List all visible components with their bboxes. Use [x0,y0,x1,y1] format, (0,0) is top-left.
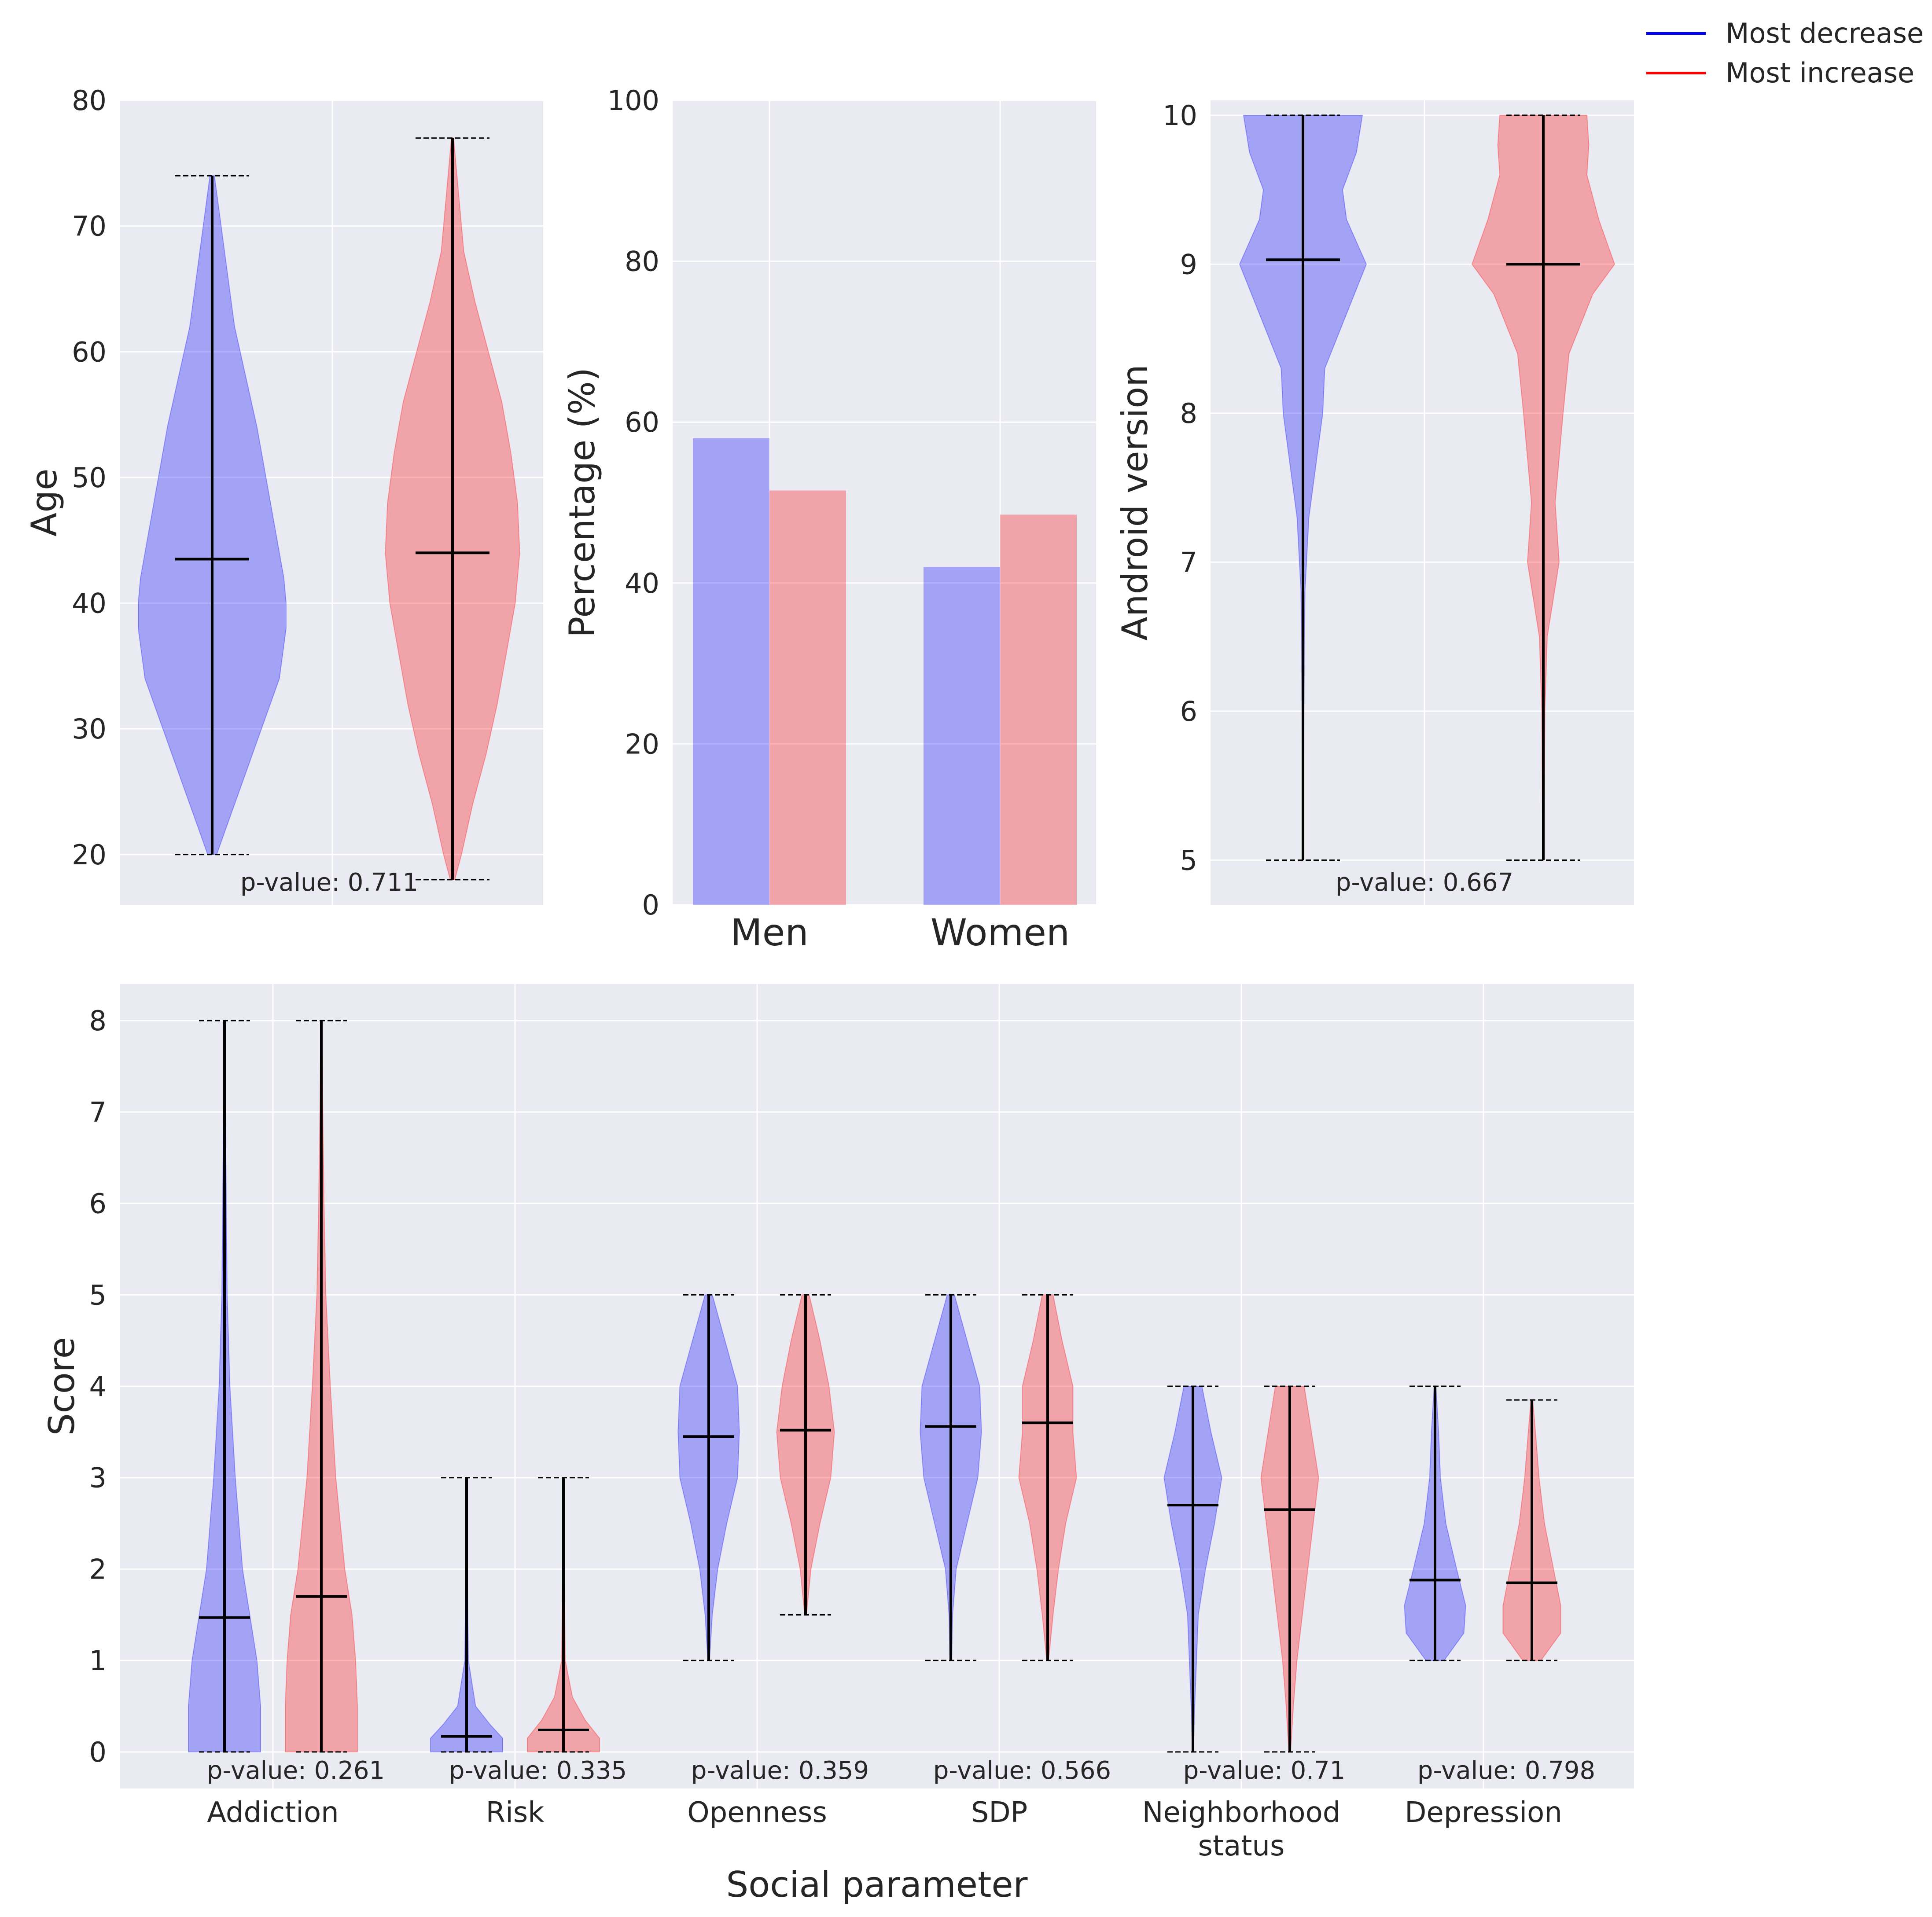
x-category-label: SDP [971,1796,1028,1829]
y-tick-label: 2 [89,1553,107,1585]
y-tick-label: 100 [607,84,659,117]
legend-label-increase: Most increase [1726,57,1914,89]
android-violin-panel: 5 6 7 8 9 10 Android version p-value: 0.667 [1115,99,1634,905]
age-plot-area [120,100,543,905]
age-y-ticks: 20 30 40 50 60 70 80 [72,84,107,871]
gender-gridlines [673,99,1096,906]
y-tick-label: 50 [72,462,107,494]
y-tick-label: 6 [89,1188,107,1220]
p-value-label: p-value: 0.335 [449,1756,627,1785]
y-tick-label: 6 [1180,695,1197,727]
age-p-value: p-value: 0.711 [240,868,418,897]
y-tick-label: 60 [625,406,659,438]
y-tick-label: 3 [89,1462,107,1494]
social-violins [188,1020,1561,1753]
y-tick-label: 70 [72,210,107,242]
p-value-label: p-value: 0.71 [1183,1756,1346,1785]
y-tick-label: 80 [72,84,107,117]
y-tick-label: 40 [72,588,107,620]
age-violins [138,137,520,881]
social-gridlines [120,984,1634,1788]
y-tick-label: 60 [72,336,107,368]
bar [693,438,769,905]
y-tick-label: 40 [625,567,659,599]
x-category-label: Depression [1405,1796,1562,1829]
y-tick-label: 8 [1180,397,1197,430]
y-tick-label: 1 [89,1645,107,1677]
bar [1000,514,1077,905]
y-tick-label: 80 [625,246,659,278]
x-category-label: Neighborhood [1142,1796,1341,1829]
p-value-label: p-value: 0.798 [1417,1756,1595,1785]
x-category-label: Addiction [207,1796,339,1829]
y-tick-label: 9 [1180,248,1197,280]
social-y-ticks: 0 1 2 3 4 5 6 7 8 [89,1005,107,1768]
y-tick-label: 7 [1180,546,1197,578]
bar [924,567,1000,905]
gender-plot-area [673,100,1096,905]
y-tick-label: 0 [642,889,659,921]
y-tick-label: 20 [625,728,659,760]
android-violins [1239,114,1616,861]
android-plot-area [1211,100,1634,905]
social-y-axis-label: Score [41,1337,82,1436]
social-x-axis-label: Social parameter [726,1864,1028,1905]
x-category-label: Risk [486,1796,545,1829]
y-tick-label: 5 [1180,844,1197,876]
gender-y-axis-label: Percentage (%) [562,367,603,638]
y-tick-label: 8 [89,1005,107,1037]
legend-label-decrease: Most decrease [1726,17,1924,49]
y-tick-label: 30 [72,713,107,745]
y-tick-label: 20 [72,839,107,871]
y-tick-label: 0 [89,1736,107,1768]
p-value-label: p-value: 0.359 [691,1756,869,1785]
bar [769,490,846,905]
android-y-axis-label: Android version [1115,364,1156,641]
y-tick-label: 7 [89,1096,107,1128]
gender-x-label-women: Women [931,911,1070,954]
android-p-value: p-value: 0.667 [1336,868,1513,897]
gender-x-label-men: Men [730,911,808,954]
y-tick-label: 5 [89,1279,107,1311]
age-violin-panel: 20 30 40 50 60 70 80 Age p-value: 0.711 [24,84,543,905]
y-tick-label: 10 [1163,99,1197,132]
social-violin-panel: 0 1 2 3 4 5 6 7 8 Addiction Risk Openness SDP Neighb… [41,984,1634,1905]
legend: Most decrease Most increase [1646,17,1924,89]
x-category-label: status [1198,1830,1285,1862]
gender-y-ticks: 0 20 40 60 80 100 [607,84,659,921]
social-p-values: p-value: 0.261 p-value: 0.335 p-value: 0.3… [207,1756,1595,1785]
age-gridlines [120,99,543,905]
social-category-labels: Addiction Risk Openness SDP Neighborhoodstat… [207,1796,1562,1862]
android-y-ticks: 5 6 7 8 9 10 [1163,99,1197,877]
x-category-label: Openness [687,1796,827,1829]
gender-bar-panel: 0 20 40 60 80 100 Percentage (%) Men Women [562,84,1096,954]
p-value-label: p-value: 0.261 [207,1756,385,1785]
gender-bars [693,438,1077,905]
age-y-axis-label: Age [24,469,65,537]
y-tick-label: 4 [89,1370,107,1403]
p-value-label: p-value: 0.566 [933,1756,1111,1785]
